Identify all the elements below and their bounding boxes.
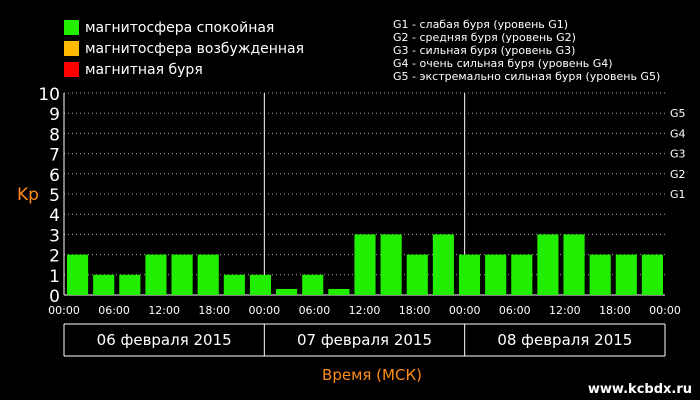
day-label: 06 февраля 2015 [97, 331, 232, 349]
kp-bar [276, 288, 298, 295]
kp-bar [458, 254, 481, 295]
y-tick-label: 2 [49, 247, 60, 267]
g-level-tick-label: G5 [670, 107, 686, 120]
y-tick-label: 5 [49, 186, 60, 206]
x-tick-label: 00:00 [649, 304, 681, 317]
x-tick-label: 18:00 [198, 304, 230, 317]
kp-bar [354, 234, 376, 295]
legend-item-storm: магнитная буря [64, 59, 304, 80]
g2-description: G2 - средняя буря (уровень G2) [393, 31, 576, 44]
legend-label-quiet: магнитосфера спокойная [85, 19, 275, 36]
y-tick-label: 0 [49, 287, 60, 307]
y-tick-label: 8 [49, 125, 60, 145]
g-level-tick-label: G3 [670, 148, 686, 161]
y-tick-label: 9 [49, 105, 60, 125]
g3-description: G3 - сильная буря (уровень G3) [393, 44, 576, 57]
day-label: 08 февраля 2015 [497, 331, 632, 349]
legend-swatch-storm [64, 62, 79, 77]
legend-swatch-excited [64, 41, 79, 56]
site-watermark: www.kcbdx.ru [587, 382, 692, 397]
day-label: 07 февраля 2015 [297, 331, 432, 349]
kp-bar [328, 288, 350, 295]
y-axis-label: Kp [17, 185, 39, 205]
g5-description: G5 - экстремально сильная буря (уровень … [393, 70, 661, 83]
y-tick-label: 1 [49, 267, 60, 287]
legend-swatch-quiet [64, 20, 79, 35]
x-tick-label: 00:00 [248, 304, 280, 317]
x-tick-label: 12:00 [349, 304, 381, 317]
legend-label-excited: магнитосфера возбужденная [85, 40, 305, 57]
kp-bar [197, 254, 219, 295]
kp-bar [406, 254, 428, 295]
x-tick-label: 18:00 [599, 304, 631, 317]
legend-label-storm: магнитная буря [85, 61, 203, 78]
g-level-tick-label: G4 [670, 127, 686, 140]
g1-description: G1 - слабая буря (уровень G1) [393, 18, 569, 31]
kp-bar [537, 234, 559, 295]
kp-bar [302, 274, 324, 295]
legend-item-quiet: магнитосфера спокойная [64, 17, 304, 38]
x-axis-label: Время (МСК) [322, 366, 422, 384]
x-tick-label: 12:00 [148, 304, 180, 317]
kp-bar [485, 254, 507, 295]
g-level-tick-label: G1 [670, 188, 686, 201]
y-tick-label: 7 [49, 146, 60, 166]
x-tick-label: 18:00 [399, 304, 431, 317]
y-tick-label: 6 [49, 166, 60, 186]
kp-bar [432, 234, 454, 295]
x-tick-label: 06:00 [98, 304, 130, 317]
legend-item-excited: магнитосфера возбужденная [64, 38, 304, 59]
x-tick-label: 00:00 [48, 304, 80, 317]
x-tick-label: 00:00 [449, 304, 481, 317]
x-tick-label: 12:00 [549, 304, 581, 317]
y-tick-label: 10 [38, 85, 60, 105]
kp-bar [223, 274, 245, 295]
g4-description: G4 - очень сильная буря (уровень G4) [393, 57, 613, 70]
kp-bar [380, 234, 402, 295]
kp-bar [615, 254, 637, 295]
kp-bar [511, 254, 533, 295]
g-level-tick-label: G2 [670, 168, 686, 181]
kp-bar [119, 274, 141, 295]
y-tick-label: 4 [49, 206, 60, 226]
storm-level-legend: G1 - слабая буря (уровень G1) G2 - средн… [393, 18, 660, 83]
kp-bar [67, 254, 89, 295]
kp-bar [589, 254, 611, 295]
kp-bar [171, 254, 193, 295]
kp-bar [93, 274, 115, 295]
kp-bar [641, 254, 663, 295]
kp-bar [249, 274, 272, 295]
kp-bar [145, 254, 167, 295]
kp-bar [563, 234, 585, 295]
legend: магнитосфера спокойная магнитосфера возб… [64, 17, 304, 80]
y-tick-label: 3 [49, 226, 60, 246]
x-tick-label: 06:00 [299, 304, 331, 317]
x-tick-label: 06:00 [499, 304, 531, 317]
